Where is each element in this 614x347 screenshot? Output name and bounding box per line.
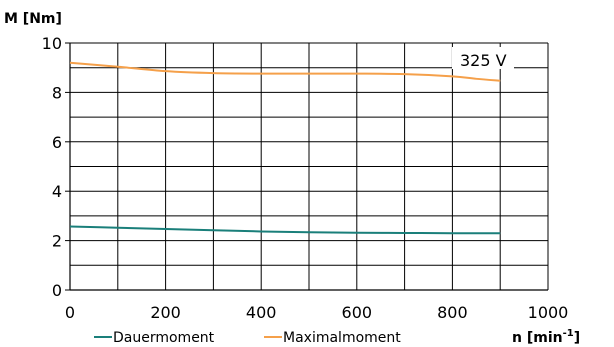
y-tick-labels: 0 2 4 6 8 10 [42, 34, 62, 300]
y-tick-label: 8 [52, 83, 62, 102]
x-axis-title-base: n [min [512, 330, 563, 346]
x-axis-title-end: ] [574, 330, 580, 346]
y-tick-label: 0 [52, 281, 62, 300]
annotation-box [452, 47, 514, 69]
x-axis-title-superscript: -1 [563, 328, 574, 339]
x-tick-label: 0 [65, 303, 75, 322]
y-axis-title: M [Nm] [4, 11, 62, 27]
x-tick-label: 800 [437, 303, 468, 322]
y-tick-label: 4 [52, 182, 62, 201]
x-axis-title: n [min-1] [512, 328, 580, 346]
legend-label-maximalmoment: Maximalmoment [283, 330, 401, 346]
grid-lines [69, 42, 549, 291]
x-tick-label: 400 [246, 303, 277, 322]
axes [65, 42, 548, 291]
y-tick-label: 2 [52, 232, 62, 251]
x-tick-label: 200 [150, 303, 181, 322]
x-tick-label: 600 [342, 303, 373, 322]
voltage-annotation: 325 V [460, 51, 507, 70]
x-tick-labels: 0 200 400 600 800 1000 [65, 303, 568, 322]
x-tick-label: 1000 [528, 303, 569, 322]
legend: Dauermoment Maximalmoment [94, 330, 401, 346]
series-line-dauermoment [69, 225, 501, 235]
y-tick-label: 6 [52, 133, 62, 152]
legend-label-dauermoment: Dauermoment [113, 330, 215, 346]
series-lines [69, 61, 501, 235]
y-tick-label: 10 [42, 34, 62, 53]
series-line-maximalmoment [69, 61, 501, 82]
